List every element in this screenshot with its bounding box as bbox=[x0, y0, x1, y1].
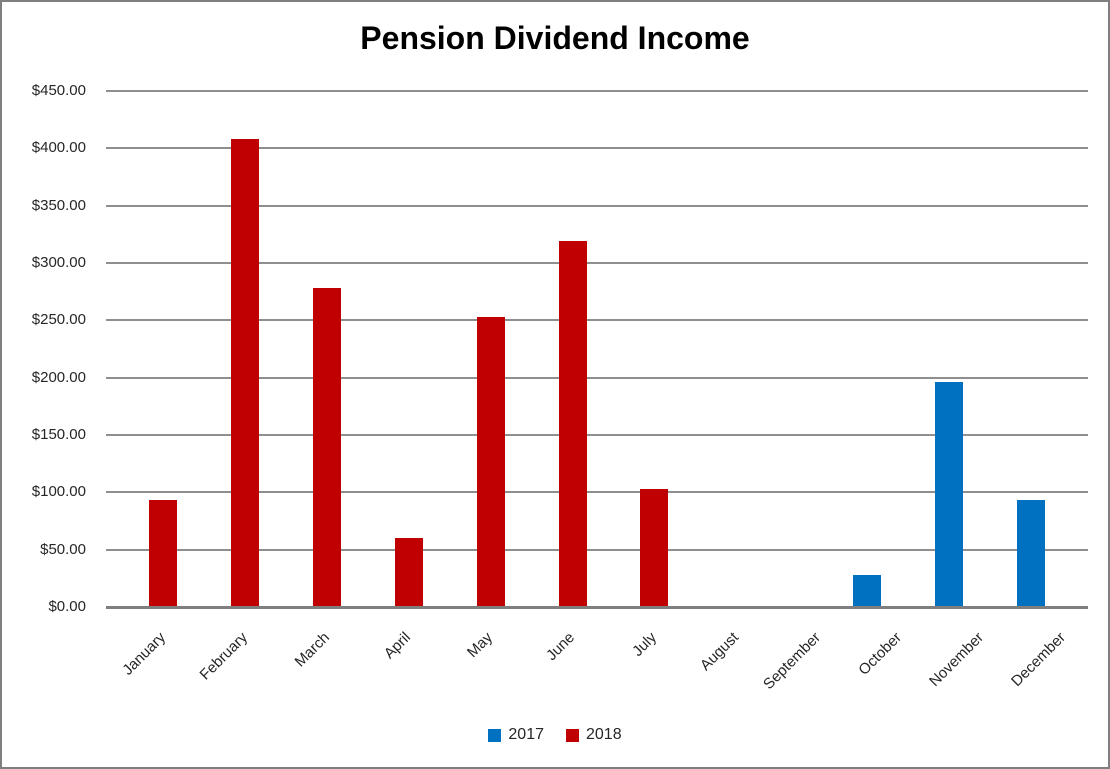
bar-2018-may bbox=[477, 317, 505, 607]
gridline bbox=[106, 319, 1088, 321]
legend-label-2017: 2017 bbox=[508, 726, 544, 743]
bar-2017-october bbox=[853, 575, 881, 607]
x-axis-line bbox=[106, 606, 1088, 609]
legend-item-2018: 2018 bbox=[566, 726, 622, 744]
y-axis-label: $400.00 bbox=[31, 139, 86, 156]
gridline bbox=[106, 434, 1088, 436]
legend: 2017 2018 bbox=[2, 726, 1108, 744]
y-axis-label: $250.00 bbox=[31, 311, 86, 328]
bar-2017-november bbox=[935, 382, 963, 607]
y-axis-label: $300.00 bbox=[31, 254, 86, 271]
y-axis-label: $450.00 bbox=[31, 82, 86, 99]
bar-2017-december bbox=[1017, 500, 1045, 607]
y-axis-label: $100.00 bbox=[31, 483, 86, 500]
y-axis-label: $0.00 bbox=[48, 598, 86, 615]
bar-2018-june bbox=[559, 241, 587, 607]
bar-2018-april bbox=[395, 538, 423, 607]
gridline bbox=[106, 491, 1088, 493]
legend-swatch-2018 bbox=[566, 728, 579, 742]
chart-title: Pension Dividend Income bbox=[360, 20, 750, 56]
legend-label-2018: 2018 bbox=[586, 726, 622, 743]
gridline bbox=[106, 262, 1088, 264]
gridline bbox=[106, 377, 1088, 379]
gridline bbox=[106, 205, 1088, 207]
bar-2018-march bbox=[313, 288, 341, 607]
y-axis-label: $50.00 bbox=[40, 541, 86, 558]
y-axis-label: $200.00 bbox=[31, 369, 86, 386]
bar-2018-july bbox=[640, 489, 668, 607]
gridline bbox=[106, 147, 1088, 149]
y-axis-label: $150.00 bbox=[31, 426, 86, 443]
gridline bbox=[106, 90, 1088, 92]
legend-item-2017: 2017 bbox=[488, 726, 544, 744]
bar-2018-january bbox=[149, 500, 177, 607]
gridline bbox=[106, 549, 1088, 551]
legend-swatch-2017 bbox=[488, 728, 502, 742]
bar-2018-february bbox=[231, 139, 259, 607]
y-axis-label: $350.00 bbox=[31, 197, 86, 214]
